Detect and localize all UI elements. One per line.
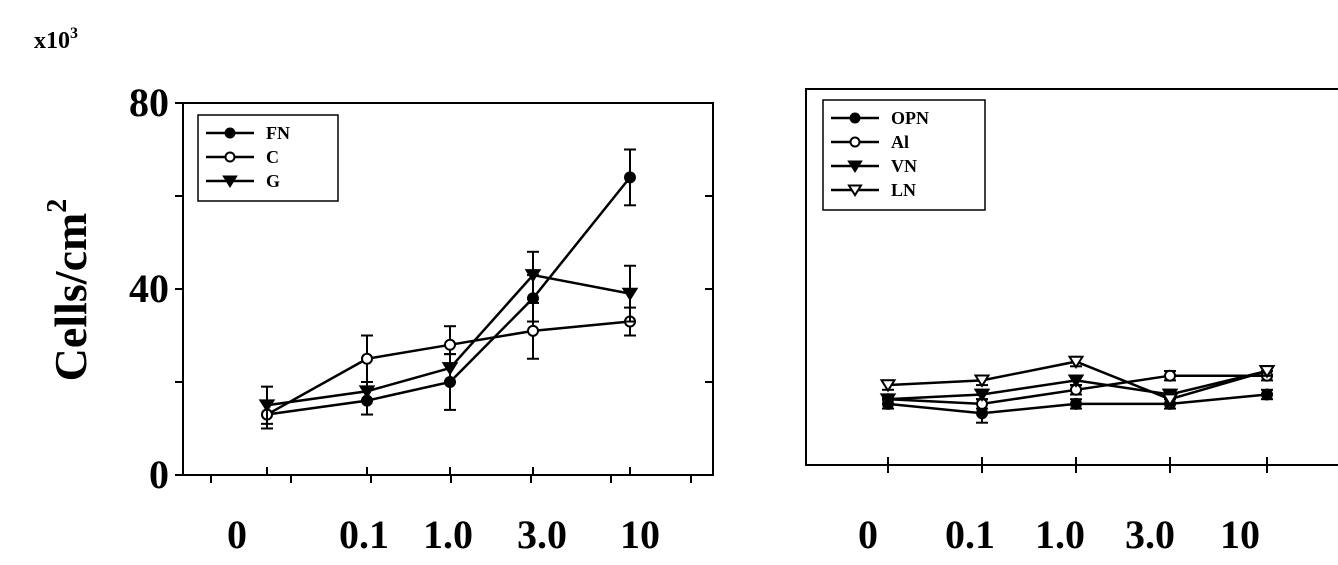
data-point [973, 374, 991, 388]
x-tick-label: 0 [858, 512, 878, 557]
y-tick-label: 80 [129, 80, 169, 125]
legend-marker [849, 136, 861, 148]
legend-label: G [266, 171, 280, 191]
y-tick-label: 0 [149, 452, 169, 497]
legend-marker [224, 127, 236, 139]
data-point [1070, 397, 1082, 410]
data-point [524, 269, 542, 283]
legend-label: FN [266, 123, 290, 143]
data-point [258, 399, 276, 413]
legend: OPN Al VN LN [822, 99, 986, 211]
x-tick-label: 10 [620, 512, 660, 557]
x-tick-label: 1.0 [423, 512, 473, 557]
legend-label: OPN [891, 108, 929, 128]
x-tick-label: 1.0 [1035, 512, 1085, 557]
data-point [621, 287, 639, 302]
y-axis-title-superscript: 2 [42, 199, 73, 213]
legend-label: LN [891, 180, 916, 200]
legend-label: C [266, 147, 279, 167]
data-point [879, 393, 897, 407]
data-point [1067, 374, 1085, 388]
data-point [1261, 388, 1273, 401]
y-scale-base: x10 [34, 28, 70, 54]
x-tick-label: 10 [1220, 512, 1260, 557]
x-tick-label: 3.0 [1125, 512, 1175, 557]
y-tick-label: 40 [129, 266, 169, 311]
legend-label: VN [891, 156, 917, 176]
data-point [361, 352, 373, 365]
series-ln [879, 355, 1276, 407]
legend-marker [222, 175, 238, 188]
legend-marker [224, 151, 236, 163]
right-panel: 0 0.1 1.0 3.0 10 OPN Al VN LN [805, 88, 1338, 557]
legend-label: Al [891, 132, 909, 152]
legend-marker [849, 112, 861, 124]
legend-marker [847, 160, 863, 173]
left-panel: 0 40 80 0 0.1 1.0 3.0 10 FN CG [129, 80, 714, 557]
y-scale-exponent: 3 [70, 25, 78, 42]
y-axis-title: Cells/cm2 [42, 199, 96, 382]
series-g [258, 250, 639, 425]
plot-frame [805, 88, 1338, 466]
data-point [1258, 365, 1276, 379]
x-tick-label: 0.1 [945, 512, 995, 557]
data-point [1161, 393, 1179, 407]
data-point [624, 171, 636, 184]
svg-text:Cells/cm2: Cells/cm2 [42, 199, 96, 382]
legend-marker [847, 184, 863, 197]
x-tick-label: 3.0 [517, 512, 567, 557]
data-point [879, 379, 897, 393]
legend: FN CG [197, 114, 339, 202]
x-tick-label: 0 [227, 512, 247, 557]
x-tick-label: 0.1 [339, 512, 389, 557]
data-point [444, 338, 456, 351]
data-point [1067, 355, 1085, 370]
y-axis-title-text: Cells/cm [45, 213, 96, 382]
data-point [358, 385, 376, 399]
data-point [527, 324, 539, 337]
data-point [973, 388, 991, 402]
data-point [441, 362, 459, 376]
data-point [1164, 369, 1176, 382]
y-scale-label: x103 [34, 25, 78, 54]
